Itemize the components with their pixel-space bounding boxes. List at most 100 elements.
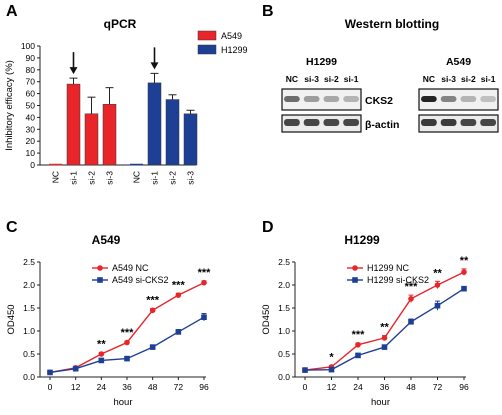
x-tick-label: 48 bbox=[406, 382, 416, 392]
significance-label: *** bbox=[198, 267, 212, 279]
data-point bbox=[47, 369, 53, 376]
y-tick-label: 2.5 bbox=[23, 257, 35, 267]
legend-label: H1299 NC bbox=[367, 263, 410, 273]
legend-label: A549 si-CKS2 bbox=[112, 275, 169, 285]
x-tick-label: si-2 bbox=[168, 171, 178, 185]
western-blot: H1299 NC si-3 si-2 si-1 A549 NC si-3 si-2 si-1 CKS… bbox=[281, 56, 499, 133]
legend-label: H1299 si-CKS2 bbox=[367, 275, 429, 285]
y-tick-label: 2.5 bbox=[278, 257, 290, 267]
a549-growth-chart: 0.0 0.5 1.0 1.5 2.0 2.5 0 12 24 36 48 72 96 hour OD450… bbox=[6, 257, 211, 408]
data-point bbox=[98, 357, 105, 364]
legend-label: H1299 bbox=[221, 45, 248, 55]
significance-label: *** bbox=[146, 294, 160, 306]
legend-label: A549 NC bbox=[112, 263, 149, 273]
data-point bbox=[72, 365, 79, 372]
panel-a-title: qPCR bbox=[104, 17, 137, 31]
y-tick-label: 90 bbox=[26, 53, 36, 63]
y-tick-label: 1.0 bbox=[23, 326, 35, 336]
x-tick-label: 36 bbox=[380, 382, 390, 392]
x-tick-label: 24 bbox=[353, 382, 363, 392]
y-tick-label: 2.0 bbox=[23, 280, 35, 290]
arrow-head bbox=[150, 62, 159, 70]
x-tick-label: si-1 bbox=[69, 171, 79, 185]
data-point bbox=[461, 269, 467, 275]
cks2-band bbox=[284, 96, 300, 102]
arrow-head bbox=[69, 67, 78, 75]
x-tick-label: 72 bbox=[433, 382, 443, 392]
panel-c-label: C bbox=[6, 219, 18, 236]
actin-band bbox=[421, 119, 437, 126]
loading-control-label: β-actin bbox=[365, 119, 399, 131]
significance-label: ** bbox=[380, 322, 389, 334]
significance-label: ** bbox=[460, 255, 469, 267]
actin-band bbox=[284, 119, 300, 126]
x-tick-label: si-3 bbox=[105, 171, 115, 185]
actin-band bbox=[440, 119, 457, 126]
y-tick-label: 80 bbox=[26, 65, 36, 75]
lane-label: si-1 bbox=[481, 74, 496, 84]
panel-a-label: A bbox=[6, 3, 18, 20]
bar bbox=[147, 82, 162, 166]
significance-label: *** bbox=[405, 281, 419, 293]
data-point bbox=[98, 351, 105, 357]
significance-label: *** bbox=[121, 327, 135, 339]
lane-label: si-2 bbox=[461, 74, 476, 84]
cks2-band bbox=[303, 96, 320, 102]
x-tick-label: 36 bbox=[122, 382, 132, 392]
y-tick-label: 50 bbox=[26, 101, 36, 111]
actin-band bbox=[480, 119, 496, 126]
panel-c-title: A549 bbox=[92, 233, 121, 247]
legend-swatch bbox=[197, 44, 217, 55]
y-tick-label: 0.5 bbox=[23, 349, 35, 359]
cks2-band bbox=[460, 96, 477, 102]
y-tick-label: 0.0 bbox=[23, 372, 35, 382]
bar bbox=[102, 104, 117, 166]
y-tick-label: 0.0 bbox=[278, 372, 290, 382]
data-point bbox=[408, 296, 414, 302]
data-point bbox=[124, 339, 130, 346]
y-tick-label: 2.0 bbox=[278, 280, 290, 290]
bar bbox=[165, 99, 180, 166]
lane-label: NC bbox=[423, 74, 435, 84]
data-point bbox=[124, 355, 130, 362]
data-point bbox=[328, 366, 335, 373]
cks2-band bbox=[440, 96, 457, 102]
x-tick-label: 48 bbox=[148, 382, 158, 392]
y-tick-label: 70 bbox=[26, 77, 36, 87]
actin-band bbox=[460, 119, 477, 126]
cks2-band bbox=[421, 96, 437, 102]
cks2-band bbox=[480, 96, 496, 102]
y-tick-label: 20 bbox=[26, 136, 36, 146]
y-tick-label: 100 bbox=[21, 41, 35, 51]
significance-label: *** bbox=[352, 329, 366, 341]
lane-label: si-3 bbox=[304, 74, 319, 84]
lane-label: si-3 bbox=[441, 74, 456, 84]
significance-label: * bbox=[329, 352, 334, 364]
cell-line-label: A549 bbox=[446, 56, 471, 68]
y-tick-label: 0 bbox=[30, 160, 35, 170]
legend-marker bbox=[352, 277, 358, 283]
x-axis-label: hour bbox=[113, 397, 132, 408]
legend-marker bbox=[97, 277, 103, 283]
panel-b-label: B bbox=[262, 3, 274, 20]
x-tick-label: si-1 bbox=[150, 171, 160, 185]
bar bbox=[84, 113, 99, 166]
bar bbox=[183, 113, 198, 166]
protein-label: CKS2 bbox=[365, 95, 393, 107]
panel-b-title: Western blotting bbox=[345, 17, 439, 31]
significance-label: ** bbox=[433, 267, 442, 279]
data-point bbox=[302, 367, 308, 373]
panel-d-label: D bbox=[262, 219, 274, 236]
cks2-membrane bbox=[418, 88, 499, 111]
cks2-band bbox=[323, 96, 340, 102]
x-tick-label: 96 bbox=[199, 382, 209, 392]
data-point bbox=[381, 335, 388, 341]
actin-band bbox=[303, 119, 320, 126]
data-point bbox=[381, 344, 388, 350]
data-point bbox=[355, 342, 361, 348]
data-point bbox=[461, 285, 467, 292]
legend-swatch bbox=[197, 30, 217, 41]
legend-label: A549 bbox=[221, 31, 242, 41]
lane-label: si-1 bbox=[344, 74, 359, 84]
